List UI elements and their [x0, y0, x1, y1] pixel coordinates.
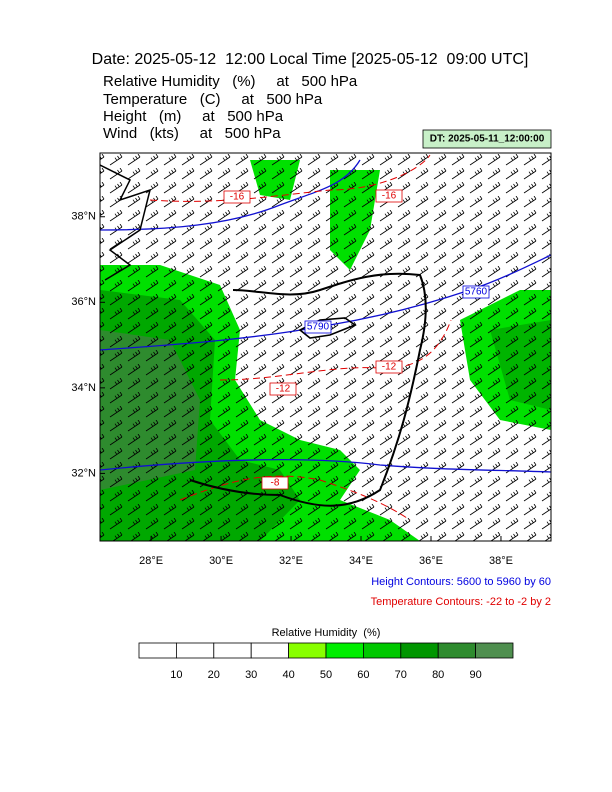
- colorbar-box: [437, 642, 477, 659]
- contour-label-box: [304, 320, 332, 334]
- map-frame: [99, 152, 552, 542]
- y-tick-label: 38°N: [71, 211, 96, 223]
- contour-label-box: [223, 190, 251, 204]
- colorbar-box: [362, 642, 402, 659]
- colorbar-box: [213, 642, 252, 659]
- colorbar-box: [288, 642, 327, 659]
- y-tick-label: 36°N: [71, 296, 96, 308]
- contour-label: -12: [382, 362, 397, 373]
- x-tick-label: 30°E: [209, 555, 233, 567]
- contour-label-box: [375, 360, 403, 374]
- field-line: Temperature (C) at 500 hPa: [103, 91, 323, 108]
- field-line: Relative Humidity (%) at 500 hPa: [103, 73, 358, 90]
- y-tick-label: 32°N: [71, 467, 96, 479]
- contour-label: -8: [271, 478, 280, 489]
- colorbar-box: [138, 642, 177, 659]
- colorbar-label: 70: [395, 669, 407, 681]
- x-tick-label: 28°E: [139, 555, 163, 567]
- colorbar-box: [325, 642, 364, 659]
- colorbar-title: Relative Humidity (%): [272, 627, 381, 639]
- contour-label-box: [269, 382, 297, 396]
- map-field: [100, 153, 551, 541]
- colorbar-box: [250, 642, 289, 659]
- colorbar-label: 30: [245, 669, 257, 681]
- field-line: Height (m) at 500 hPa: [103, 108, 284, 125]
- contour-label-box: [261, 476, 289, 490]
- colorbar-label: 10: [170, 669, 182, 681]
- x-tick-label: 34°E: [349, 555, 373, 567]
- height-legend: Height Contours: 5600 to 5960 by 60: [371, 576, 551, 588]
- contour-label: -16: [382, 191, 397, 202]
- contour-label-box: [462, 285, 490, 299]
- colorbar-label: 80: [432, 669, 444, 681]
- contour-label-box: [375, 189, 403, 203]
- colorbar-box: [475, 642, 514, 659]
- colorbar-box: [175, 642, 215, 659]
- temperature-legend: Temperature Contours: -22 to -2 by 2: [371, 596, 551, 608]
- x-tick-label: 38°E: [489, 555, 513, 567]
- field-line: Wind (kts) at 500 hPa: [103, 125, 281, 142]
- x-tick-label: 36°E: [419, 555, 443, 567]
- colorbar-label: 50: [320, 669, 332, 681]
- colorbar-label: 90: [469, 669, 481, 681]
- title: Date: 2025-05-12 12:00 Local Time [2025-…: [92, 51, 529, 68]
- x-tick-label: 32°E: [279, 555, 303, 567]
- dt-box: [422, 129, 552, 149]
- contour-label: -16: [230, 192, 245, 203]
- colorbar-box: [400, 642, 439, 659]
- contour-label: 5790: [307, 322, 330, 333]
- y-tick-label: 34°N: [71, 382, 96, 394]
- colorbar-label: 60: [357, 669, 369, 681]
- colorbar-label: 40: [282, 669, 294, 681]
- contour-label: 5760: [465, 287, 488, 298]
- contour-label: -12: [276, 384, 291, 395]
- dt-label: DT: 2025-05-11_12:00:00: [430, 134, 545, 145]
- colorbar-label: 20: [208, 669, 220, 681]
